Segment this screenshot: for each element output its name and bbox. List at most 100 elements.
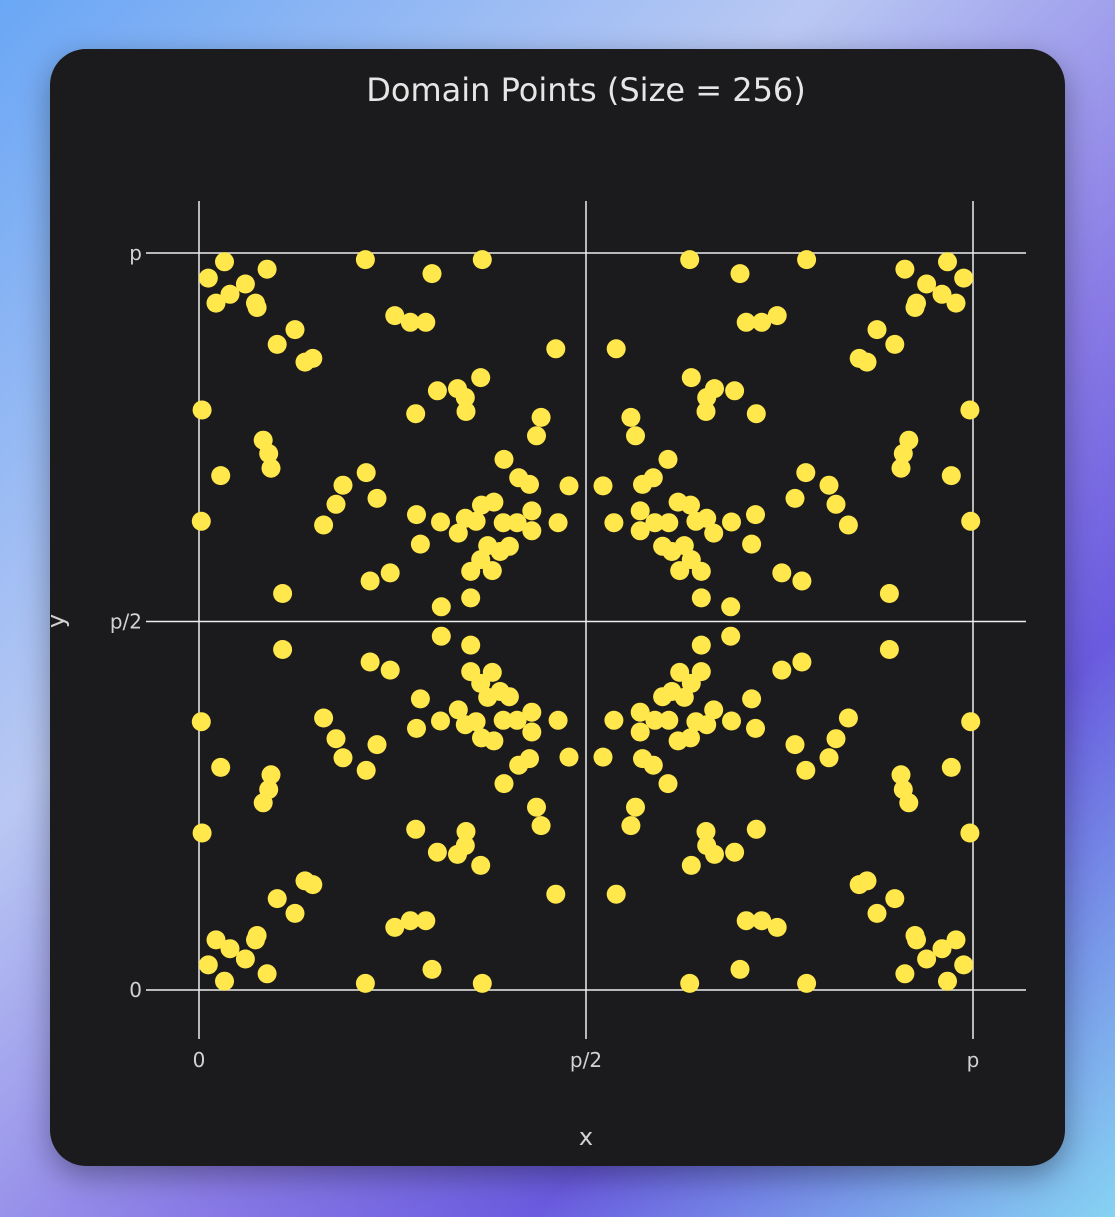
data-point-258 (461, 635, 481, 655)
data-point-73 (960, 400, 980, 420)
data-point-164 (494, 449, 514, 469)
data-point-49 (797, 250, 817, 270)
data-point-107 (826, 729, 846, 749)
data-point-97 (879, 584, 899, 603)
data-point-111 (819, 748, 839, 768)
data-point-124 (380, 563, 400, 583)
data-points (191, 250, 981, 993)
data-point-101 (838, 515, 858, 535)
data-point-106 (326, 729, 346, 749)
data-point-242 (499, 687, 519, 707)
data-point-57 (752, 312, 772, 332)
data-point-173 (633, 474, 652, 494)
data-point-96 (273, 584, 293, 603)
data-point-53 (767, 306, 787, 326)
data-point-150 (456, 822, 476, 841)
data-point-191 (722, 711, 741, 731)
data-point-3 (954, 955, 974, 975)
data-point-104 (326, 494, 346, 514)
data-point-263 (721, 626, 741, 646)
data-point-18 (235, 949, 255, 969)
data-point-178 (559, 747, 579, 767)
data-point-113 (796, 463, 816, 483)
data-point-227 (630, 702, 650, 722)
data-point-249 (691, 561, 711, 581)
data-point-65 (730, 264, 750, 284)
data-point-47 (849, 875, 869, 895)
x-tick-label-0: 0 (193, 1048, 206, 1072)
data-point-143 (697, 836, 717, 855)
data-point-17 (917, 274, 937, 294)
data-point-75 (960, 823, 980, 843)
data-point-229 (604, 513, 624, 533)
data-point-34 (267, 889, 287, 909)
data-point-160 (527, 426, 546, 446)
data-point-10 (215, 971, 234, 991)
data-point-153 (606, 339, 626, 359)
data-point-254 (482, 662, 502, 682)
data-point-108 (333, 475, 353, 495)
data-point-248 (461, 561, 481, 581)
data-point-74 (192, 823, 212, 843)
data-point-162 (527, 797, 546, 817)
data-point-257 (691, 588, 711, 608)
data-point-240 (499, 536, 519, 556)
data-point-8 (215, 252, 234, 272)
data-point-51 (797, 973, 817, 993)
data-point-228 (548, 513, 568, 533)
data-point-142 (455, 836, 475, 855)
data-point-145 (681, 368, 701, 388)
data-point-112 (356, 463, 376, 483)
data-point-27 (905, 926, 925, 945)
data-point-98 (273, 640, 293, 659)
data-point-58 (400, 911, 420, 931)
data-point-146 (471, 855, 491, 875)
data-point-214 (493, 710, 513, 730)
data-point-172 (520, 474, 539, 494)
data-point-61 (736, 312, 756, 332)
data-point-184 (410, 534, 430, 554)
data-point-130 (406, 819, 426, 839)
data-point-92 (191, 511, 211, 531)
x-tick-label-1: p/2 (570, 1048, 602, 1072)
data-point-60 (416, 312, 436, 332)
data-point-147 (681, 855, 701, 875)
data-point-158 (531, 816, 551, 836)
data-point-220 (522, 501, 542, 521)
data-point-24 (247, 298, 267, 317)
data-point-68 (472, 250, 492, 270)
data-point-151 (696, 822, 716, 841)
data-point-103 (838, 708, 858, 728)
data-point-157 (621, 407, 641, 427)
data-point-19 (917, 949, 937, 969)
data-point-70 (472, 973, 492, 993)
data-point-102 (314, 708, 334, 728)
data-point-155 (606, 884, 626, 904)
data-point-256 (461, 588, 481, 608)
data-point-54 (385, 917, 405, 937)
data-point-2 (198, 955, 218, 975)
data-point-84 (259, 444, 279, 463)
data-point-221 (630, 501, 650, 521)
data-point-121 (792, 571, 812, 591)
data-point-48 (355, 250, 375, 270)
data-point-219 (645, 710, 665, 730)
data-point-37 (867, 320, 887, 340)
data-point-89 (891, 458, 911, 478)
data-point-144 (471, 368, 491, 388)
data-point-72 (192, 400, 212, 420)
data-point-78 (211, 757, 231, 777)
data-point-0 (198, 268, 218, 288)
data-point-163 (626, 797, 645, 817)
data-point-140 (455, 388, 475, 407)
data-point-149 (696, 402, 716, 421)
data-point-188 (431, 512, 450, 532)
data-point-66 (422, 959, 442, 979)
y-tick-label-0: 0 (129, 978, 142, 1002)
data-point-131 (746, 819, 766, 839)
data-point-1 (954, 268, 974, 288)
data-point-225 (630, 521, 650, 541)
data-point-5 (946, 293, 966, 313)
data-point-203 (686, 712, 706, 732)
data-point-175 (633, 749, 652, 769)
